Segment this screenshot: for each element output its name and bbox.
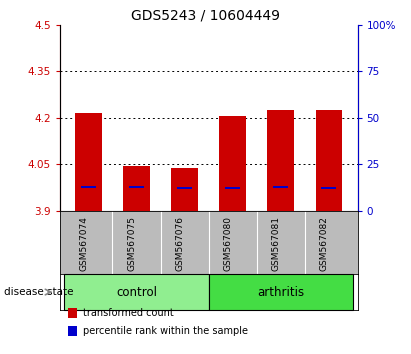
Bar [219, 116, 246, 211]
Text: GSM567076: GSM567076 [175, 216, 185, 271]
Text: transformed count: transformed count [83, 308, 174, 318]
Text: control: control [116, 286, 157, 298]
Text: GSM567075: GSM567075 [127, 216, 136, 271]
Text: GSM567082: GSM567082 [320, 216, 329, 270]
Bar [316, 110, 342, 211]
Bar [75, 113, 102, 211]
Text: GSM567074: GSM567074 [79, 216, 88, 270]
Bar [225, 187, 240, 189]
Bar [273, 187, 288, 188]
Bar [177, 187, 192, 189]
Text: GSM567081: GSM567081 [272, 216, 281, 271]
Text: disease state: disease state [4, 287, 74, 297]
Bar [123, 166, 150, 211]
FancyBboxPatch shape [209, 274, 353, 310]
Bar [321, 187, 336, 189]
Text: arthritis: arthritis [257, 286, 304, 298]
Bar [268, 110, 294, 211]
Bar [171, 168, 198, 211]
FancyBboxPatch shape [65, 274, 209, 310]
Bar [129, 187, 144, 188]
Text: GDS5243 / 10604449: GDS5243 / 10604449 [131, 9, 280, 23]
Bar [81, 187, 96, 188]
Text: percentile rank within the sample: percentile rank within the sample [83, 326, 248, 336]
Text: GSM567080: GSM567080 [224, 216, 233, 271]
